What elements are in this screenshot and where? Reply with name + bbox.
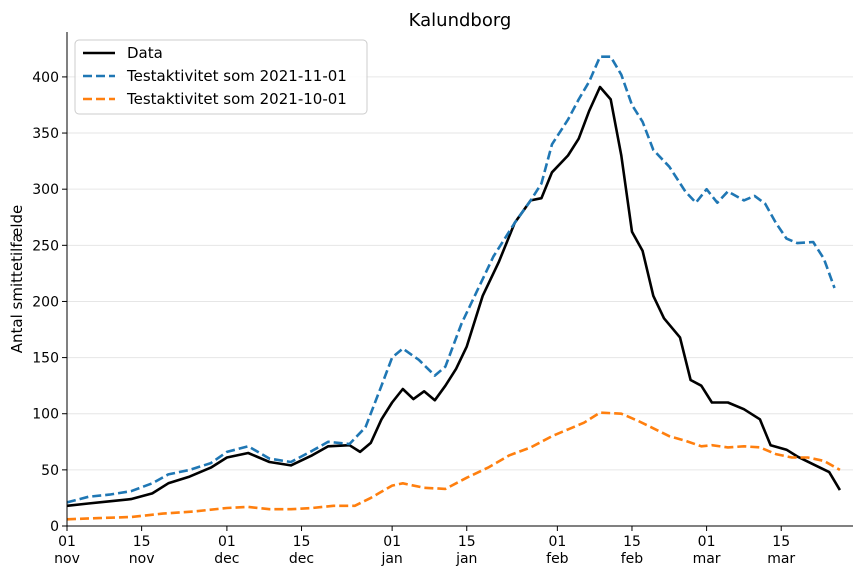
series-line-1 bbox=[66, 85, 842, 508]
y-axis-label: Antal smittetilfælde bbox=[8, 205, 26, 354]
x-tick-day-label: 01 bbox=[383, 534, 401, 550]
x-tick-month-label: dec bbox=[289, 551, 314, 567]
x-tick-month-label: feb bbox=[546, 551, 569, 567]
x-tick-month-label: dec bbox=[214, 551, 239, 567]
x-tick-day-label: 01 bbox=[698, 534, 716, 550]
series-layer bbox=[66, 55, 842, 521]
y-tick-label: 150 bbox=[32, 351, 59, 367]
chart-title: Kalundborg bbox=[409, 10, 512, 31]
grid bbox=[67, 76, 853, 471]
x-tick-month-label: mar bbox=[767, 551, 795, 567]
x-ticks: 01nov15nov01dec15dec01jan15jan01feb15feb… bbox=[54, 526, 795, 567]
series-line-3 bbox=[66, 411, 841, 521]
y-tick-label: 50 bbox=[41, 463, 59, 479]
legend-label: Data bbox=[127, 44, 163, 62]
x-tick-day-label: 15 bbox=[623, 534, 641, 550]
x-tick-day-label: 15 bbox=[293, 534, 311, 550]
x-tick-month-label: jan bbox=[380, 551, 402, 567]
series-line-2 bbox=[66, 55, 836, 504]
y-tick-label: 0 bbox=[50, 519, 59, 535]
x-tick-day-label: 15 bbox=[133, 534, 151, 550]
axes bbox=[66, 32, 853, 527]
y-tick-label: 400 bbox=[32, 70, 59, 86]
y-tick-label: 100 bbox=[32, 407, 59, 423]
x-tick-day-label: 15 bbox=[458, 534, 476, 550]
y-tick-label: 200 bbox=[32, 294, 59, 310]
x-tick-day-label: 01 bbox=[218, 534, 236, 550]
legend-label: Testaktivitet som 2021-11-01 bbox=[126, 67, 347, 85]
x-tick-month-label: nov bbox=[54, 551, 80, 567]
x-tick-month-label: jan bbox=[455, 551, 477, 567]
y-ticks: 0 50 100 150 200 250 300 350 400 bbox=[32, 70, 67, 535]
y-tick-label: 300 bbox=[32, 182, 59, 198]
x-tick-month-label: feb bbox=[621, 551, 644, 567]
x-tick-month-label: nov bbox=[129, 551, 155, 567]
x-tick-day-label: 01 bbox=[58, 534, 76, 550]
legend-label: Testaktivitet som 2021-10-01 bbox=[126, 90, 347, 108]
x-tick-day-label: 01 bbox=[548, 534, 566, 550]
x-tick-day-label: 15 bbox=[772, 534, 790, 550]
y-tick-label: 350 bbox=[32, 126, 59, 142]
legend-frame bbox=[74, 39, 368, 115]
y-tick-label: 250 bbox=[32, 238, 59, 254]
legend: Data Testaktivitet som 2021-11-01 Testakti… bbox=[74, 39, 368, 115]
x-tick-month-label: mar bbox=[693, 551, 721, 567]
